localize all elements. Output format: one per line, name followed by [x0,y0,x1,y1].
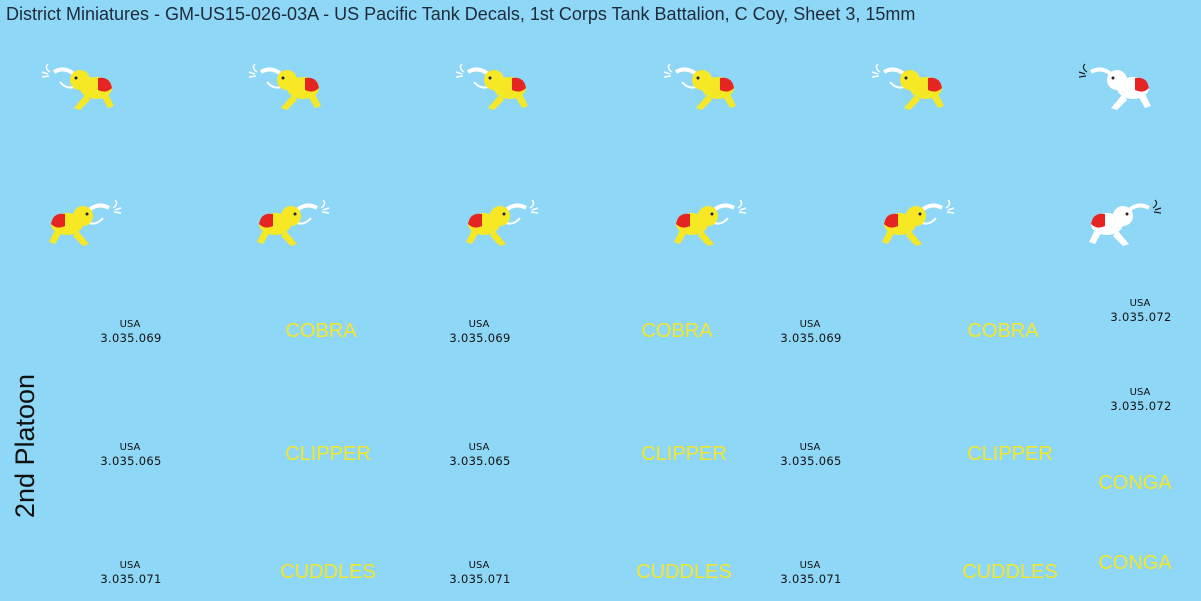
tank-name: CLIPPER [641,443,727,465]
elephant [40,62,116,112]
elephant [870,62,946,112]
country-code: USA [1130,298,1151,309]
elephant [247,62,323,112]
tank-name: COBRA [285,320,357,342]
serial-number: 3.035.065 [100,454,161,468]
elephant [662,62,738,112]
side-label: 2nd Platoon [10,374,40,518]
elephant [880,198,956,248]
tank-name: COBRA [641,320,713,342]
elephant [672,198,748,248]
elephant [464,198,540,248]
country-code: USA [800,319,821,330]
serial-number: 3.035.069 [449,331,510,345]
elephant [454,62,530,112]
serial-number: 3.035.071 [449,572,510,586]
tank-name: CUDDLES [962,561,1058,583]
tank-name: CLIPPER [967,443,1053,465]
elephant [255,198,331,248]
country-code: USA [1130,387,1151,398]
tank-name: CUDDLES [280,561,376,583]
serial-number: 3.035.072 [1110,310,1171,324]
tank-name: CUDDLES [636,561,732,583]
serial-number: 3.035.065 [780,454,841,468]
serial-number: 3.035.072 [1110,399,1171,413]
tank-name: CONGA [1098,552,1172,574]
serial-number: 3.035.071 [780,572,841,586]
country-code: USA [800,560,821,571]
country-code: USA [469,442,490,453]
serial-number: 3.035.069 [100,331,161,345]
country-code: USA [469,560,490,571]
country-code: USA [120,560,141,571]
tank-name: CLIPPER [285,443,371,465]
tank-name: COBRA [967,320,1039,342]
country-code: USA [120,442,141,453]
elephant-decals [40,62,1163,248]
serial-number: 3.035.071 [100,572,161,586]
serial-number: 3.035.069 [780,331,841,345]
country-code: USA [800,442,821,453]
elephant [1077,62,1153,112]
country-code: USA [469,319,490,330]
country-code: USA [120,319,141,330]
serial-number: 3.035.065 [449,454,510,468]
elephant [47,198,123,248]
tank-name: CONGA [1098,472,1172,494]
elephant [1087,198,1163,248]
sheet-title: District Miniatures - GM-US15-026-03A - … [6,4,915,24]
